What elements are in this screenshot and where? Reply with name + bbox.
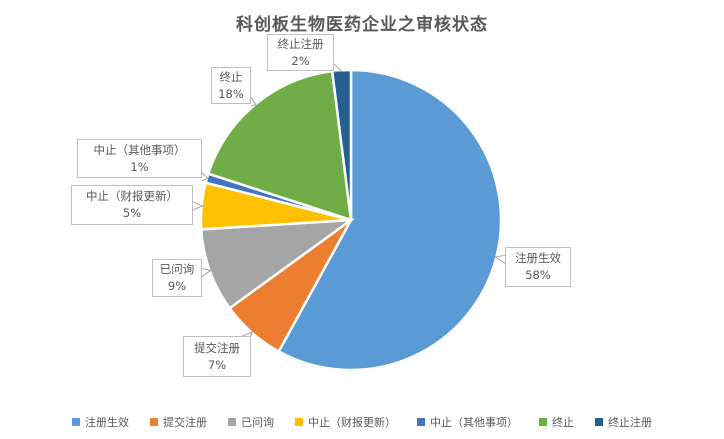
- legend-swatch: [228, 418, 236, 426]
- data-label: 中止（财报更新） 5%: [71, 185, 193, 225]
- legend-item: 终止: [539, 414, 574, 430]
- label-leader-line: [192, 201, 204, 211]
- label-leader-line: [250, 96, 257, 106]
- data-label: 注册生效 58%: [505, 247, 571, 287]
- legend-item: 注册生效: [72, 414, 129, 430]
- legend-label: 终止注册: [608, 416, 652, 429]
- data-label: 中止（其他事项） 1%: [77, 139, 202, 178]
- data-label-percent: 58%: [525, 268, 551, 282]
- legend-swatch: [295, 418, 303, 426]
- label-leader-line: [242, 330, 254, 337]
- legend-label: 提交注册: [163, 416, 207, 429]
- legend-label: 注册生效: [85, 416, 129, 429]
- data-label-percent: 9%: [167, 279, 187, 293]
- data-label: 终止注册 2%: [267, 34, 334, 71]
- label-leader-line: [201, 172, 209, 182]
- legend-swatch: [150, 418, 158, 426]
- legend-item: 中止（财报更新）: [295, 414, 396, 430]
- legend-swatch: [417, 418, 425, 426]
- data-label-category: 终止注册: [277, 36, 324, 51]
- data-label-category: 终止: [219, 69, 243, 84]
- data-label-percent: 18%: [218, 86, 244, 101]
- legend-swatch: [595, 418, 603, 426]
- legend-item: 提交注册: [150, 414, 207, 430]
- label-leader-line: [333, 63, 343, 73]
- data-label-percent: 2%: [291, 53, 310, 68]
- data-label-percent: 7%: [207, 357, 227, 372]
- legend: 注册生效 提交注册 已问询 中止（财报更新） 中止（其他事项） 终止 终止注册: [0, 414, 724, 430]
- data-label: 终止 18%: [211, 67, 251, 104]
- data-label: 已问询 9%: [152, 259, 202, 297]
- legend-item: 已问询: [228, 414, 274, 430]
- data-label-category: 中止（财报更新）: [86, 189, 178, 204]
- legend-label: 中止（其他事项）: [430, 416, 518, 429]
- label-leader-line: [201, 267, 213, 277]
- legend-label: 终止: [552, 416, 574, 429]
- legend-item: 中止（其他事项）: [417, 414, 518, 430]
- legend-swatch: [539, 418, 547, 426]
- legend-label: 中止（财报更新）: [308, 416, 396, 429]
- pie-slice: [330, 68, 353, 221]
- label-leader-line: [493, 254, 506, 264]
- data-label: 提交注册 7%: [183, 336, 251, 377]
- data-label-percent: 5%: [122, 206, 142, 220]
- legend-item: 终止注册: [595, 414, 652, 430]
- data-label-percent: 1%: [130, 159, 149, 174]
- data-label-category: 提交注册: [194, 340, 240, 355]
- legend-swatch: [72, 418, 80, 426]
- data-label-category: 注册生效: [515, 251, 561, 266]
- chart-title: 科创板生物医药企业之审核状态: [236, 15, 488, 35]
- data-label-category: 已问询: [159, 262, 195, 277]
- legend-label: 已问询: [241, 416, 274, 429]
- data-label-category: 中止（其他事项）: [93, 142, 186, 157]
